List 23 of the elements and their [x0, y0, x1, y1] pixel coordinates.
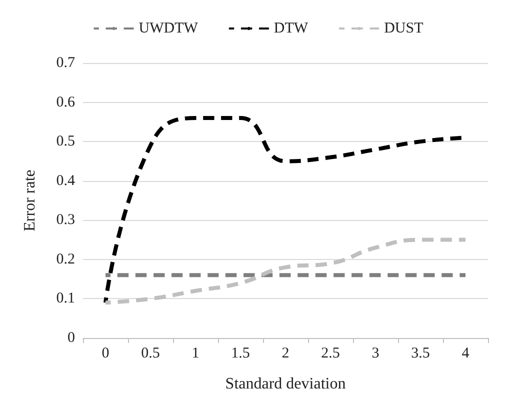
- legend-label: DUST: [384, 20, 424, 36]
- y-tick-label: 0.2: [56, 251, 75, 268]
- legend-label: UWDTW: [138, 20, 199, 36]
- x-tick-label: 4: [462, 346, 470, 362]
- line-series: [104, 238, 468, 305]
- x-tick-label: 0.5: [141, 346, 160, 362]
- legend-label: DTW: [274, 20, 309, 36]
- x-axis-title: Standard deviation: [225, 376, 346, 392]
- y-tick-label: 0.1: [56, 290, 75, 307]
- x-tick-label: 3.5: [411, 346, 430, 362]
- y-tick-label: 0.7: [56, 55, 76, 71]
- x-tick-label: 2.5: [321, 346, 340, 362]
- x-tick-label: 1.5: [231, 346, 250, 362]
- x-tick-label: 1: [192, 346, 200, 362]
- y-axis-title: Error rate: [22, 170, 38, 232]
- y-tick-label: 0.6: [56, 94, 76, 110]
- x-tick-label: 2: [282, 346, 290, 362]
- x-tick-label: 0: [102, 346, 110, 362]
- y-tick-label: 0: [68, 330, 75, 346]
- x-tick-label: 3: [372, 346, 380, 362]
- y-tick-label: 0.4: [56, 172, 76, 189]
- y-tick-label: 0.5: [56, 134, 75, 150]
- y-tick-label: 0.3: [56, 212, 75, 228]
